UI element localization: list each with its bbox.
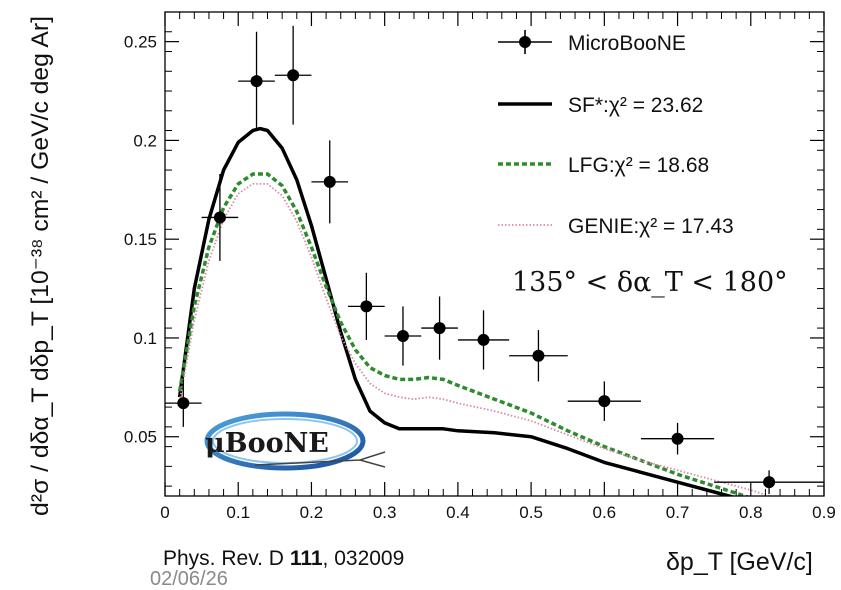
citation-prefix: Phys. Rev. D (163, 547, 290, 570)
x-tick-label: 0.7 (666, 503, 690, 522)
data-marker (360, 300, 373, 313)
x-axis-label: δp_T [GeV/c] (666, 548, 813, 576)
legend-label-microboone: MicroBooNE (568, 32, 686, 55)
y-tick-label: 0.1 (133, 329, 157, 348)
citation: Phys. Rev. D 111, 032009 (163, 547, 404, 570)
legend: MicroBooNE SF*:χ² = 23.62 LFG:χ² = 18.68… (498, 30, 734, 238)
data-point (421, 296, 458, 360)
microboone-logo: μBooNE (204, 411, 386, 471)
legend-label-lfg: LFG:χ² = 18.68 (568, 154, 709, 177)
data-marker (763, 476, 776, 489)
data-point (714, 470, 824, 495)
x-tick-label: 0.2 (300, 503, 324, 522)
data-point (567, 381, 641, 421)
data-marker (433, 322, 446, 335)
x-tick-label: 0.3 (373, 503, 397, 522)
legend-label-sf: SF*:χ² = 23.62 (568, 94, 703, 117)
x-tick-label: 0 (160, 503, 169, 522)
date-stamp: 02/06/26 (150, 568, 228, 590)
data-marker (598, 395, 611, 408)
logo-text: μBooNE (205, 428, 329, 459)
series-line-genie (178, 183, 770, 496)
legend-microboone-marker (498, 30, 552, 54)
y-axis-label: d²σ / dδα_T dδp_T [10⁻³⁸ cm² / GeV/c deg… (27, 16, 54, 516)
y-tick-label: 0.15 (124, 230, 157, 249)
plot-frame (164, 11, 825, 497)
data-marker (250, 75, 263, 88)
legend-label-genie: GENIE:χ² = 17.43 (568, 215, 734, 238)
data-point (640, 422, 715, 455)
data-point (348, 272, 385, 340)
data-marker (477, 333, 490, 346)
data-marker (287, 69, 300, 82)
citation-suffix: , 032009 (323, 547, 405, 570)
data-marker (177, 397, 190, 410)
data-point (384, 306, 422, 366)
citation-volume: 111 (290, 547, 323, 570)
data-point (509, 330, 568, 382)
data-marker (323, 175, 336, 188)
data-marker (532, 349, 545, 362)
series-line-lfg (177, 172, 751, 496)
x-tick-label: 0.9 (812, 503, 836, 522)
data-point (311, 140, 349, 224)
y-tick-label: 0.05 (124, 428, 157, 447)
data-point (165, 379, 202, 427)
x-tick-label: 0.6 (593, 503, 617, 522)
data-marker (671, 432, 684, 445)
y-tick-label: 0.25 (124, 33, 157, 52)
x-tick-label: 0.1 (226, 503, 250, 522)
x-tick-label: 0.8 (739, 503, 763, 522)
data-point (274, 25, 312, 125)
x-tick-label: 0.4 (446, 503, 470, 522)
data-point (457, 310, 510, 370)
annotation-alpha-range: 135° < δα_T < 180° (512, 267, 788, 298)
series-line-sf (177, 126, 736, 496)
data-point (238, 31, 275, 131)
data-marker (396, 329, 409, 342)
x-tick-label: 0.5 (519, 503, 543, 522)
data-point (201, 173, 239, 261)
y-tick-label: 0.2 (133, 131, 157, 150)
data-marker (213, 211, 226, 224)
